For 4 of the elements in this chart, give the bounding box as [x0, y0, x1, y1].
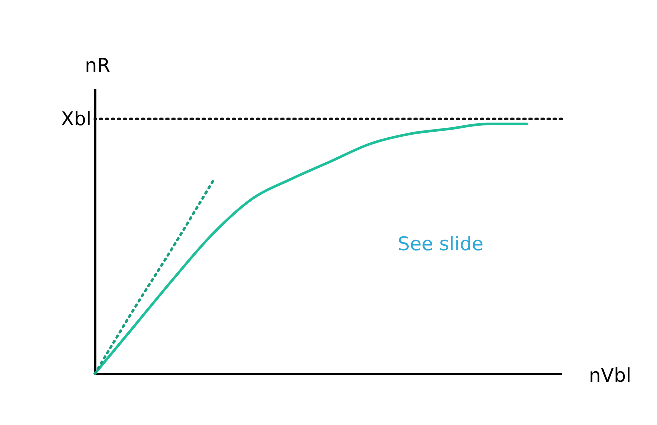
y-axis-title: nR: [85, 54, 110, 77]
annotation: See slide: [398, 233, 484, 256]
x-axis-title: nVbl: [589, 365, 632, 388]
ref-line-label: Xbl: [61, 108, 92, 130]
